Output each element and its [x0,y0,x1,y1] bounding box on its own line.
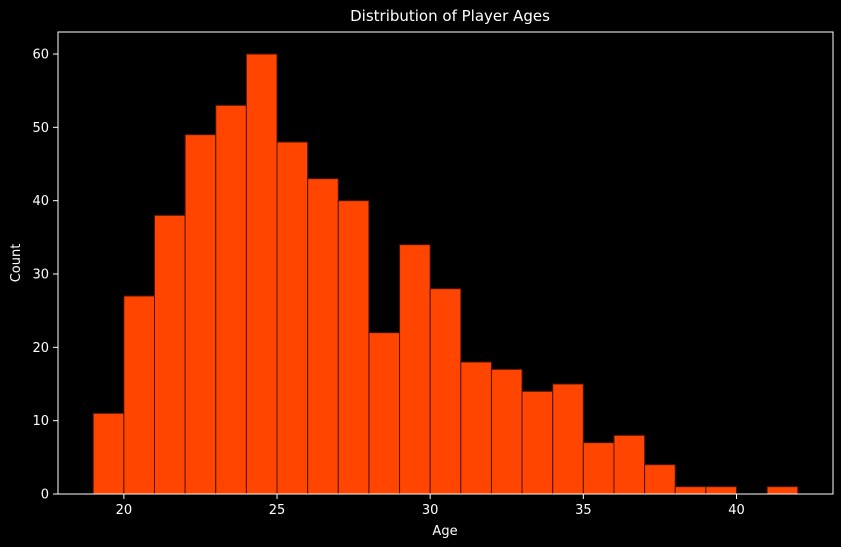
histogram-bar [613,434,646,495]
histogram-bar [674,486,707,495]
plot-frame [57,31,834,495]
y-axis: 0 10 20 30 40 50 60 [32,48,58,503]
histogram-bar [245,53,278,495]
histogram-bar [307,178,339,495]
y-tick-label: 10 [32,414,49,429]
x-tick-label: 30 [422,503,439,518]
x-axis-label: Age [432,524,457,539]
x-tick-label: 35 [575,503,592,518]
histogram-bar [276,141,309,495]
y-tick-label: 50 [32,121,49,136]
x-axis: 20 25 30 35 40 [116,494,745,518]
histogram-bar [490,368,523,495]
y-tick-label: 40 [32,194,49,209]
y-tick-label: 0 [41,488,49,503]
x-tick-label: 25 [269,503,286,518]
y-axis-label: Count [9,244,24,283]
histogram-bar [582,442,615,495]
histogram-bar [460,361,492,495]
histogram-bar [766,486,799,495]
histogram-bar [215,104,247,495]
x-tick-label: 20 [116,503,133,518]
histogram-bar [429,288,462,495]
y-tick-label: 60 [32,48,49,63]
histogram-bar [368,332,401,495]
histogram-bar [123,295,155,495]
histogram-bar [399,244,431,495]
histogram-bar [153,214,186,495]
histogram-bar [337,200,370,495]
histogram-bar [552,383,584,495]
histogram-bar [521,390,554,495]
y-tick-label: 30 [32,268,49,283]
x-tick-label: 40 [728,503,745,518]
histogram-bar [184,134,217,495]
histogram-bar [92,412,125,495]
histogram-bar [644,464,676,495]
histogram-bar [705,486,738,495]
bars-group [92,53,799,495]
y-tick-label: 20 [32,341,49,356]
chart-title: Distribution of Player Ages [350,7,550,25]
